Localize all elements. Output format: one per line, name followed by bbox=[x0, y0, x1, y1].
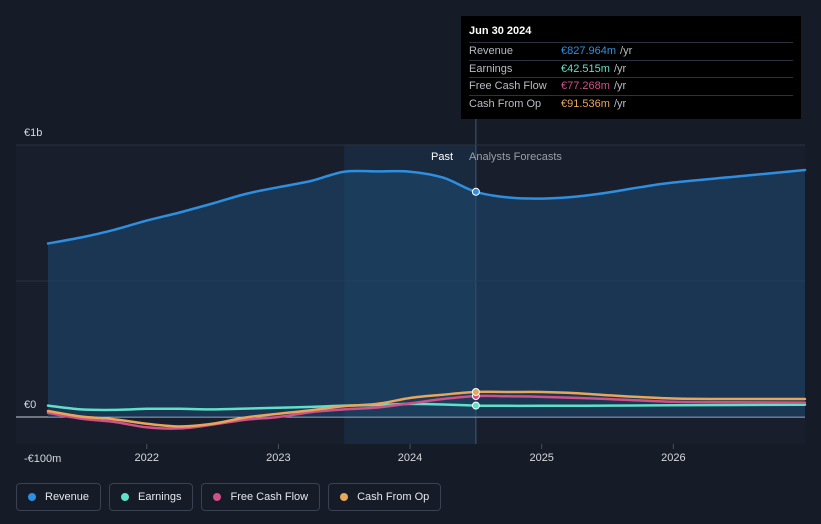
tooltip-unit: /yr bbox=[613, 62, 627, 75]
legend-label: Cash From Op bbox=[357, 491, 430, 503]
revenue-area bbox=[48, 170, 805, 417]
tooltip-unit: /yr bbox=[613, 97, 627, 110]
revenue-line bbox=[46, 168, 807, 245]
tooltip-row-free-cash-flow: Free Cash Flow €77.268m /yr bbox=[469, 77, 793, 95]
legend-item-revenue[interactable]: Revenue bbox=[16, 483, 102, 511]
x-tick-label: 2022 bbox=[134, 452, 158, 464]
legend-item-cash-from-op[interactable]: Cash From Op bbox=[328, 483, 442, 511]
tooltip-value: €42.515m bbox=[561, 62, 610, 75]
cash-from-op-line bbox=[46, 390, 807, 428]
x-tick-label: 2024 bbox=[398, 452, 422, 464]
x-tick-label: 2026 bbox=[661, 452, 685, 464]
tooltip-row-revenue: Revenue €827.964m /yr bbox=[469, 42, 793, 60]
legend-dot-icon bbox=[213, 493, 222, 501]
tooltip-unit: /yr bbox=[613, 80, 627, 93]
tooltip-value: €77.268m bbox=[561, 80, 610, 93]
tooltip-date: Jun 30 2024 bbox=[469, 25, 532, 37]
legend-dot-icon bbox=[121, 493, 130, 501]
revenue-point bbox=[471, 187, 480, 196]
legend-label: Earnings bbox=[138, 491, 182, 503]
tooltip-value: €91.536m bbox=[561, 97, 610, 110]
free-cash-flow-line bbox=[46, 394, 807, 430]
marker-layer bbox=[471, 187, 480, 410]
y-tick-label: €0 bbox=[24, 399, 36, 411]
past-label: Past bbox=[431, 151, 453, 163]
legend-label: Revenue bbox=[45, 491, 90, 503]
x-tick-label: 2025 bbox=[529, 452, 553, 464]
legend-label: Free Cash Flow bbox=[230, 491, 309, 503]
tooltip-label: Revenue bbox=[469, 45, 514, 58]
y-axis: €1b €0 -€100m bbox=[24, 127, 61, 465]
forecast-label: Analysts Forecasts bbox=[469, 151, 562, 163]
legend-dot-icon bbox=[340, 493, 349, 501]
tooltip-label: Free Cash Flow bbox=[469, 80, 547, 93]
tooltip-row-earnings: Earnings €42.515m /yr bbox=[469, 59, 793, 78]
series-layer bbox=[46, 168, 807, 430]
chart-legend: Revenue Earnings Free Cash Flow Cash Fro… bbox=[16, 483, 442, 511]
tooltip-value: €827.964m bbox=[561, 45, 617, 58]
x-tick-label: 2023 bbox=[266, 452, 290, 464]
tooltip-unit: /yr bbox=[620, 45, 633, 58]
cash-from-op-point bbox=[471, 387, 480, 396]
tooltip-label: Earnings bbox=[469, 62, 513, 75]
earnings-point bbox=[471, 401, 480, 410]
y-tick-label: €1b bbox=[24, 127, 42, 139]
y-tick-label: -€100m bbox=[24, 453, 61, 465]
legend-item-earnings[interactable]: Earnings bbox=[109, 483, 194, 511]
legend-dot-icon bbox=[28, 493, 36, 501]
legend-item-free-cash-flow[interactable]: Free Cash Flow bbox=[201, 483, 321, 511]
x-axis: 2022 2023 2024 2025 2026 bbox=[134, 444, 686, 464]
tooltip-row-cash-from-op: Cash From Op €91.536m /yr bbox=[469, 94, 793, 113]
tooltip-label: Cash From Op bbox=[469, 97, 542, 110]
tooltip: Jun 30 2024 Revenue €827.964m /yr Earnin… bbox=[461, 16, 801, 119]
